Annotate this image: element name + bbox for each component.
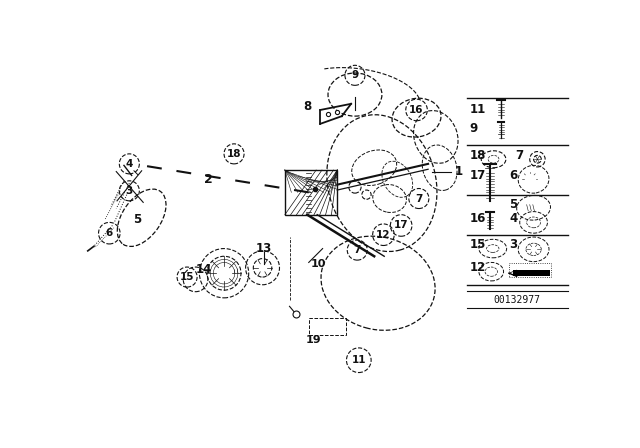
Text: 15: 15 <box>180 272 195 282</box>
Text: 3: 3 <box>125 186 133 196</box>
Text: 5: 5 <box>509 198 517 211</box>
Text: 12: 12 <box>470 261 486 274</box>
Text: 3: 3 <box>509 238 517 251</box>
Text: 17: 17 <box>394 220 408 230</box>
Bar <box>509 263 551 277</box>
Text: 4: 4 <box>509 212 517 225</box>
Text: 17: 17 <box>470 169 486 182</box>
Text: 7: 7 <box>353 245 361 255</box>
Bar <box>308 318 346 335</box>
Text: 15: 15 <box>470 238 486 251</box>
Text: 10: 10 <box>311 259 326 269</box>
Text: 11: 11 <box>351 355 366 365</box>
Text: 2: 2 <box>204 173 213 186</box>
Text: 6: 6 <box>106 228 113 238</box>
Bar <box>285 170 337 215</box>
Bar <box>513 270 550 276</box>
Text: 5: 5 <box>133 213 141 226</box>
Text: 18: 18 <box>470 149 486 162</box>
Text: 18: 18 <box>227 149 241 159</box>
Text: 13: 13 <box>256 242 272 255</box>
Text: 9: 9 <box>351 70 358 80</box>
Text: 11: 11 <box>470 103 486 116</box>
Text: 00132977: 00132977 <box>493 295 540 305</box>
Text: 6: 6 <box>509 169 517 182</box>
Text: 16: 16 <box>470 212 486 225</box>
Text: 12: 12 <box>376 230 390 240</box>
Text: 19: 19 <box>306 335 321 345</box>
Text: 9: 9 <box>470 122 478 135</box>
Text: 4: 4 <box>125 159 133 169</box>
Text: 7: 7 <box>415 194 422 203</box>
Text: 1: 1 <box>454 165 463 178</box>
Text: 16: 16 <box>410 105 424 115</box>
Text: 14: 14 <box>196 263 212 276</box>
Text: 8: 8 <box>303 99 312 112</box>
Text: 7: 7 <box>515 149 524 162</box>
